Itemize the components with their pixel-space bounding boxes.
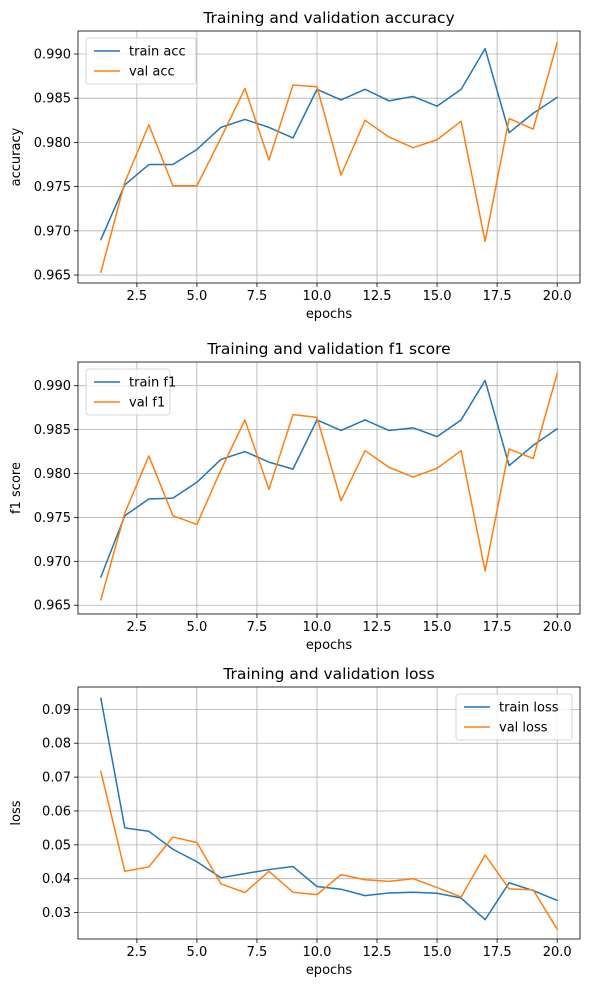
y-tick-label: 0.03 xyxy=(42,906,71,921)
y-axis-label: loss xyxy=(9,800,24,825)
chart-title: Training and validation loss xyxy=(222,665,434,683)
y-tick-label: 0.985 xyxy=(34,92,71,107)
x-tick-label: 10.0 xyxy=(303,289,332,304)
x-tick-label: 17.5 xyxy=(483,620,512,635)
legend-label-train-acc: train acc xyxy=(129,45,186,60)
x-tick-label: 20.0 xyxy=(543,945,572,960)
x-tick-label: 2.5 xyxy=(127,289,148,304)
series-line-train-f1 xyxy=(100,379,558,578)
legend-label-train-loss: train loss xyxy=(499,701,559,716)
series-line-val-acc xyxy=(100,41,558,274)
chart-1: 2.5 5.0 7.5 10.0 12.5 15.0 17.5 20.0 0.965 0.970 0… xyxy=(9,9,581,322)
legend-label-val-f1: val f1 xyxy=(129,396,165,411)
y-axis-label: f1 score xyxy=(9,462,24,514)
chart-title: Training and validation accuracy xyxy=(202,9,454,27)
x-tick-label: 17.5 xyxy=(483,945,512,960)
x-tick-label: 7.5 xyxy=(247,289,268,304)
x-tick-label: 20.0 xyxy=(543,289,572,304)
legend-label-train-f1: train f1 xyxy=(129,376,176,391)
y-tick-label: 0.985 xyxy=(34,423,71,438)
y-tick-label: 0.965 xyxy=(34,269,71,284)
x-tick-label: 10.0 xyxy=(303,620,332,635)
legend-box xyxy=(85,368,171,416)
x-tick-label: 7.5 xyxy=(247,620,268,635)
y-tick-label: 0.980 xyxy=(34,467,71,482)
legend: train loss val loss xyxy=(455,693,573,741)
x-tick-label: 15.0 xyxy=(423,289,452,304)
x-tick-label: 2.5 xyxy=(127,620,148,635)
y-tick-label: 0.970 xyxy=(34,224,71,239)
y-tick-label: 0.08 xyxy=(42,737,71,752)
x-tick-label: 15.0 xyxy=(423,945,452,960)
legend: train f1 val f1 xyxy=(85,368,176,416)
y-tick-label: 0.990 xyxy=(34,379,71,394)
series-line-val-f1 xyxy=(100,372,558,601)
x-tick-label: 2.5 xyxy=(127,945,148,960)
y-tick-label: 0.06 xyxy=(42,804,71,819)
series-line-val-loss xyxy=(100,770,558,930)
series-line-train-loss xyxy=(100,697,558,921)
x-tick-label: 10.0 xyxy=(303,945,332,960)
legend-label-val-acc: val acc xyxy=(129,65,175,80)
x-axis-label: epochs xyxy=(306,638,353,653)
legend-label-val-loss: val loss xyxy=(499,721,548,736)
x-tick-label: 12.5 xyxy=(363,945,392,960)
series-line-train-acc xyxy=(100,47,558,241)
x-tick-label: 5.0 xyxy=(187,289,208,304)
axes-frame xyxy=(77,30,581,284)
x-tick-label: 17.5 xyxy=(483,289,512,304)
y-tick-label: 0.970 xyxy=(34,555,71,570)
legend-box xyxy=(85,37,197,85)
chart-2: 2.5 5.0 7.5 10.0 12.5 15.0 17.5 20.0 0.965 0.970 0… xyxy=(9,340,581,653)
x-axis-label: epochs xyxy=(306,963,353,978)
y-tick-label: 0.09 xyxy=(42,703,71,718)
y-tick-label: 0.975 xyxy=(34,180,71,195)
x-tick-label: 20.0 xyxy=(543,620,572,635)
x-tick-label: 7.5 xyxy=(247,945,268,960)
y-tick-label: 0.980 xyxy=(34,136,71,151)
y-axis-label: accuracy xyxy=(9,127,24,186)
legend-box xyxy=(455,693,573,741)
y-tick-label: 0.05 xyxy=(42,838,71,853)
x-axis-label: epochs xyxy=(306,307,353,322)
y-tick-label: 0.975 xyxy=(34,511,71,526)
y-tick-label: 0.965 xyxy=(34,599,71,614)
y-tick-label: 0.07 xyxy=(42,771,71,786)
y-tick-label: 0.990 xyxy=(34,47,71,62)
x-tick-label: 12.5 xyxy=(363,620,392,635)
legend: train acc val acc xyxy=(85,37,197,85)
x-tick-label: 5.0 xyxy=(187,945,208,960)
y-tick-label: 0.04 xyxy=(42,872,71,887)
chart-3: 2.5 5.0 7.5 10.0 12.5 15.0 17.5 20.0 0.03 0.04 0.0… xyxy=(9,665,581,978)
x-tick-label: 15.0 xyxy=(423,620,452,635)
x-tick-label: 5.0 xyxy=(187,620,208,635)
axes-frame xyxy=(77,686,581,940)
chart-title: Training and validation f1 score xyxy=(206,340,450,358)
x-tick-label: 12.5 xyxy=(363,289,392,304)
axes-frame xyxy=(77,361,581,615)
